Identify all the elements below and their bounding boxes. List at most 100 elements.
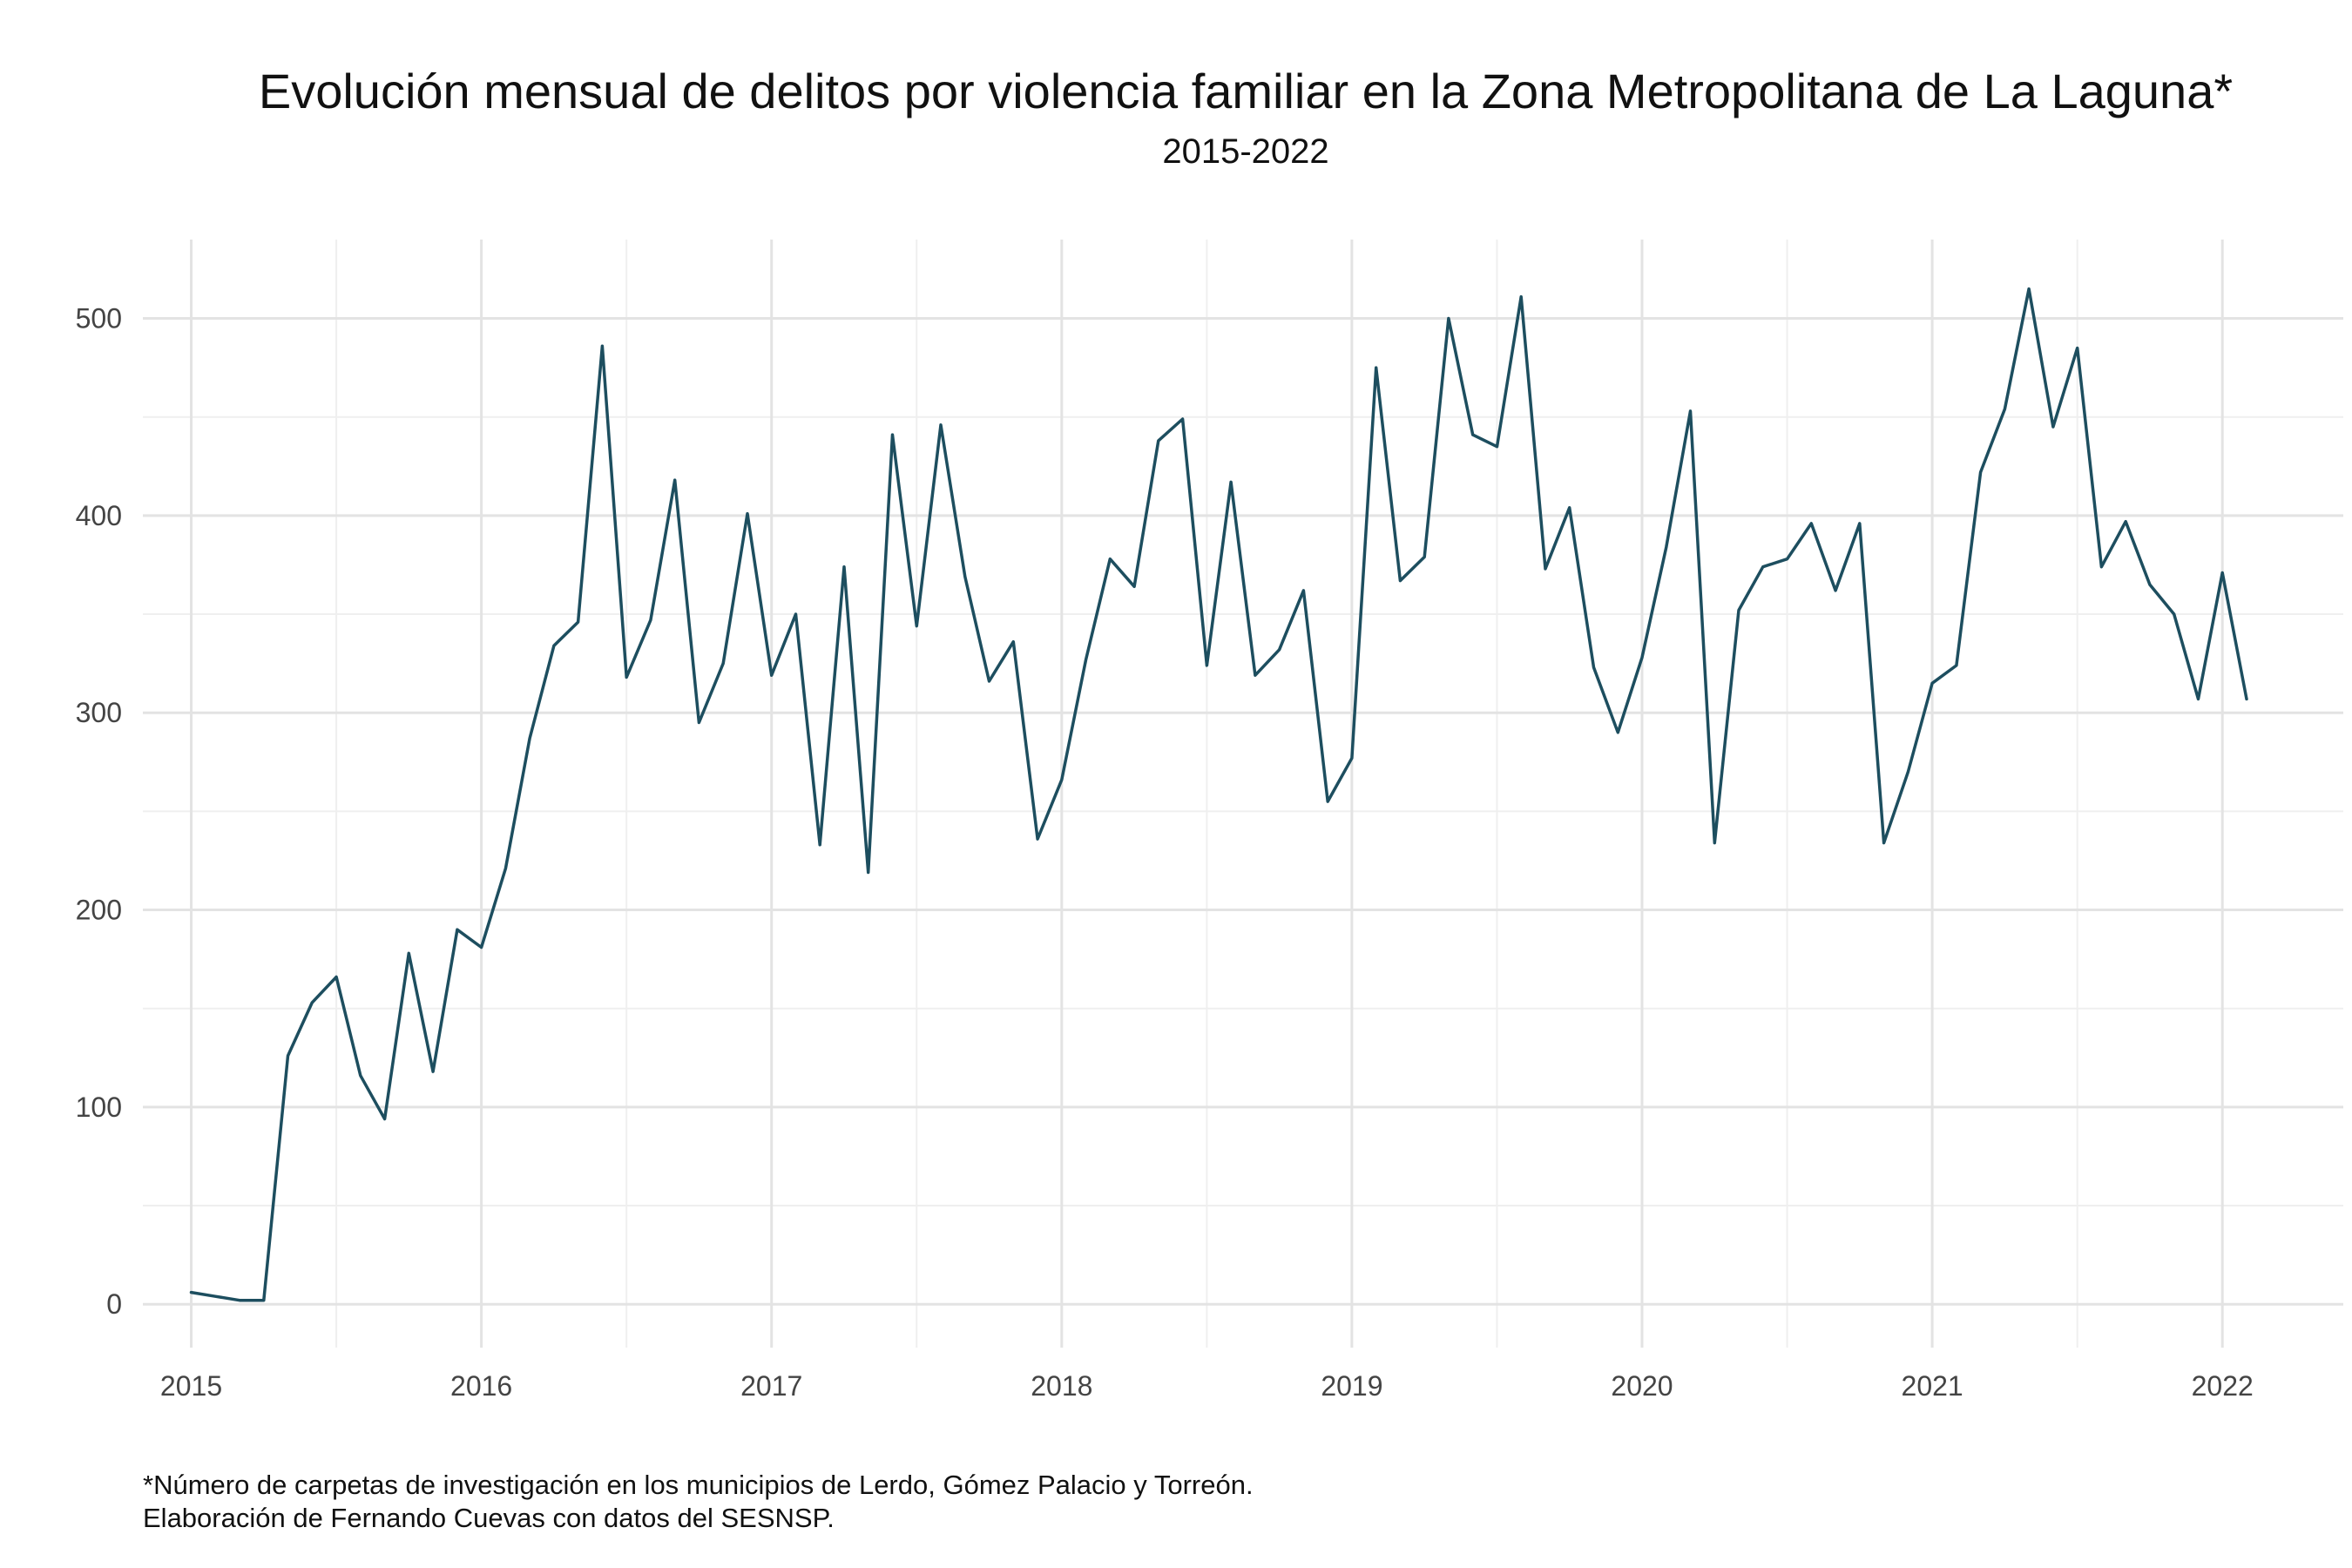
data-point: [1058, 776, 1065, 783]
data-point: [1663, 544, 1670, 551]
data-point: [720, 660, 727, 667]
chart-title: Evolución mensual de delitos por violenc…: [258, 64, 2234, 118]
data-point: [1808, 520, 1815, 527]
y-tick-label: 200: [76, 895, 122, 926]
data-point: [1735, 607, 1742, 614]
data-point: [913, 623, 920, 630]
footnote: *Número de carpetas de investigación en …: [143, 1469, 1254, 1535]
data-point: [1203, 662, 1210, 669]
data-point: [937, 422, 944, 429]
data-point: [2074, 344, 2081, 351]
data-point: [1421, 553, 1428, 560]
data-point: [2050, 423, 2057, 430]
data-point: [1010, 639, 1017, 645]
data-point: [986, 678, 993, 685]
x-tick-label: 2021: [1902, 1370, 1963, 1402]
footnote-line-1: *Número de carpetas de investigación en …: [143, 1470, 1254, 1500]
x-tick-label: 2018: [1031, 1370, 1092, 1402]
y-tick-label: 300: [76, 697, 122, 728]
x-tick-label: 2015: [160, 1370, 222, 1402]
data-point: [357, 1072, 364, 1079]
data-point: [2146, 581, 2153, 588]
chart-subtitle: 2015-2022: [1162, 132, 1329, 171]
y-tick-label: 500: [76, 303, 122, 335]
data-point: [1977, 469, 1984, 476]
data-point: [2219, 570, 2226, 577]
data-point: [1687, 408, 1694, 415]
data-point: [1179, 416, 1186, 422]
data-point: [623, 673, 630, 680]
data-point: [816, 841, 823, 848]
data-point: [429, 1068, 436, 1075]
data-point: [1566, 504, 1573, 511]
data-point: [1711, 840, 1718, 847]
data-point: [1904, 768, 1911, 775]
x-tick-label: 2019: [1321, 1370, 1382, 1402]
data-point: [2001, 406, 2008, 413]
data-point: [889, 431, 896, 438]
data-point: [260, 1297, 267, 1304]
data-point: [1832, 587, 1839, 594]
data-point: [672, 476, 679, 483]
data-point: [478, 944, 485, 951]
data-point: [598, 342, 605, 349]
data-point: [1131, 583, 1138, 590]
footnote-line-2: Elaboración de Fernando Cuevas con datos…: [143, 1503, 835, 1533]
data-point: [1639, 654, 1646, 661]
data-point: [1106, 556, 1113, 563]
data-point: [236, 1297, 243, 1304]
data-point: [1324, 798, 1331, 805]
y-tick-label: 100: [76, 1092, 122, 1123]
x-tick-label: 2020: [1611, 1370, 1673, 1402]
data-point: [1953, 662, 1960, 669]
data-point: [1227, 478, 1234, 485]
data-point: [2194, 695, 2201, 702]
y-tick-label: 400: [76, 500, 122, 531]
data-point: [551, 642, 558, 649]
data-point: [2243, 695, 2250, 702]
data-point: [1252, 672, 1259, 679]
series-line: [189, 287, 2248, 1302]
data-point: [1881, 840, 1888, 847]
data-point: [962, 573, 969, 580]
y-tick-label: 0: [106, 1288, 122, 1320]
x-tick-label: 2016: [450, 1370, 512, 1402]
data-point: [1373, 364, 1380, 371]
data-point: [2171, 611, 2178, 618]
data-point: [575, 618, 582, 625]
data-point: [188, 1289, 195, 1296]
data-point: [212, 1293, 219, 1300]
data-point: [1155, 437, 1162, 444]
data-point: [647, 617, 654, 624]
data-point: [405, 950, 412, 956]
data-point: [382, 1115, 389, 1122]
data-point: [744, 510, 751, 517]
data-point: [1856, 520, 1863, 527]
data-point: [1614, 729, 1621, 736]
data-point: [1470, 431, 1477, 438]
data-point: [792, 611, 799, 618]
data-point: [695, 720, 702, 727]
data-point: [841, 564, 848, 571]
data-point: [1760, 564, 1767, 571]
data-point: [1445, 315, 1452, 322]
data-point: [1276, 646, 1283, 653]
data-point: [1517, 294, 1524, 301]
data-point: [526, 735, 533, 742]
data-point: [865, 869, 872, 876]
data-point: [768, 672, 775, 679]
data-point: [1083, 656, 1090, 663]
data-point: [1396, 578, 1403, 585]
data-point: [333, 973, 340, 980]
data-point: [2122, 518, 2129, 525]
data-point: [1300, 587, 1307, 594]
data-point: [1929, 679, 1936, 686]
x-tick-label: 2022: [2192, 1370, 2254, 1402]
data-point: [1590, 664, 1597, 671]
data-point: [308, 999, 315, 1006]
data-point: [1034, 835, 1041, 842]
data-point: [2098, 564, 2105, 571]
data-point: [1784, 556, 1791, 563]
data-point: [1493, 443, 1500, 450]
